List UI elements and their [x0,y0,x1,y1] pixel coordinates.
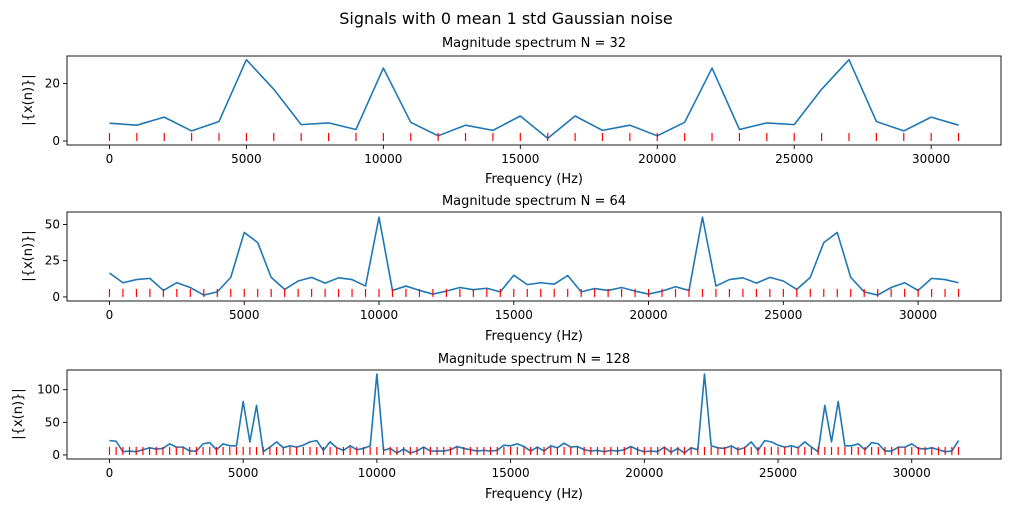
subplot-2-axes-frame [66,211,1002,302]
subplot-2-title: Magnitude spectrum N = 64 [442,194,626,209]
subplot-2-ylabel: |{x(n)}| [21,230,36,281]
subplot-3-spectrum-line [109,373,960,454]
subplot-3-xtick-label: 30000 [893,466,931,480]
subplot-3-xtick-label: 10000 [358,466,396,480]
subplot-3-xlabel: Frequency (Hz) [485,487,583,502]
subplot-1-xtick-label: 5000 [231,152,262,166]
subplot-2-xtick-label: 30000 [899,308,937,322]
subplot-2-ytick-label: 50 [45,217,60,231]
subplot-3-ytick-label: 0 [52,448,60,462]
subplot-1: Magnitude spectrum N = 32 Frequency (Hz)… [21,36,1002,187]
subplot-1-xtick-label: 20000 [638,152,676,166]
subplot-1-xtick-label: 10000 [364,152,402,166]
subplot-3-xtick-label: 20000 [625,466,663,480]
subplot-3-xtick-label: 0 [106,466,114,480]
subplot-3-ytick-label: 50 [45,415,60,429]
subplot-3-xtick-label: 15000 [492,466,530,480]
subplot-2-ytick-label: 0 [52,290,60,304]
subplot-3-xtick-label: 5000 [228,466,259,480]
subplot-2-xtick-label: 5000 [229,308,260,322]
subplot-2-ytick-label: 25 [45,254,60,268]
subplot-2-xtick-label: 20000 [629,308,667,322]
subplot-1-xtick-label: 0 [106,152,114,166]
subplot-1-xtick-label: 25000 [775,152,813,166]
subplot-1-xlabel: Frequency (Hz) [485,172,583,187]
subplot-3-axes-frame [66,369,1002,460]
subplot-3-ytick-label: 100 [37,383,60,397]
subplot-2-xlabel: Frequency (Hz) [485,329,583,344]
subplot-2-xtick-label: 25000 [764,308,802,322]
subplot-1-ytick-label: 20 [45,77,60,91]
subplot-1-axes-frame [66,55,1002,146]
subplot-1-xtick-label: 15000 [501,152,539,166]
subplot-2: Magnitude spectrum N = 64 Frequency (Hz)… [21,194,1002,344]
subplot-3: Magnitude spectrum N = 128 Frequency (Hz… [11,352,1002,502]
subplot-3-ylabel: |{x(n)}| [11,388,26,439]
subplot-1-ytick-label: 0 [52,134,60,148]
figure-suptitle: Signals with 0 mean 1 std Gaussian noise [339,9,673,28]
subplot-1-ylabel: |{x(n)}| [21,74,36,125]
subplot-2-xtick-label: 0 [106,308,114,322]
subplot-2-spectrum-line [108,216,959,296]
subplot-1-spectrum-line [109,58,959,140]
subplot-1-xtick-label: 30000 [912,152,950,166]
subplot-3-xtick-label: 25000 [759,466,797,480]
subplot-3-title: Magnitude spectrum N = 128 [438,352,630,367]
subplot-2-xtick-label: 15000 [495,308,533,322]
subplot-1-title: Magnitude spectrum N = 32 [442,36,626,51]
subplot-2-xtick-label: 10000 [360,308,398,322]
